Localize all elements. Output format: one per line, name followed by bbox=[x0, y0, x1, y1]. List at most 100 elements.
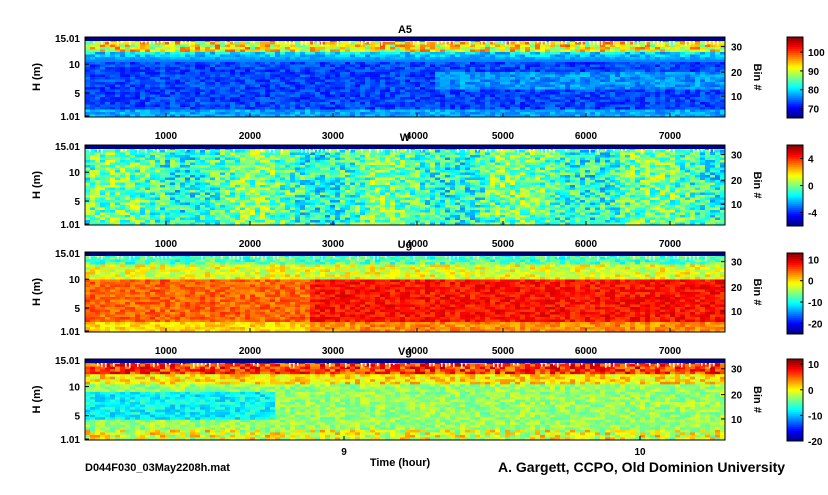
heatmap-cell bbox=[660, 92, 665, 95]
heatmap-cell bbox=[200, 65, 205, 68]
heatmap-cell bbox=[195, 82, 200, 85]
heatmap-cell bbox=[570, 100, 575, 103]
heatmap-cell bbox=[370, 62, 375, 65]
heatmap-cell bbox=[690, 65, 695, 68]
heatmap-cell bbox=[690, 97, 695, 100]
heatmap-cell bbox=[470, 65, 475, 68]
heatmap-cell bbox=[370, 102, 375, 105]
heatmap-cell bbox=[585, 77, 590, 80]
heatmap-cell bbox=[345, 62, 350, 65]
heatmap-cell bbox=[170, 82, 175, 85]
heatmap-cell bbox=[440, 90, 445, 93]
heatmap-cell bbox=[385, 65, 390, 68]
heatmap-cell bbox=[655, 80, 660, 83]
heatmap-cell bbox=[660, 102, 665, 105]
heatmap-cell bbox=[225, 67, 230, 70]
heatmap-cell bbox=[335, 55, 340, 58]
heatmap-cell bbox=[205, 80, 210, 83]
heatmap-cell bbox=[685, 62, 690, 65]
heatmap-cell bbox=[450, 87, 455, 90]
colorbar-tick-label: 70 bbox=[808, 105, 820, 116]
heatmap-cell bbox=[440, 57, 445, 60]
heatmap-cell bbox=[510, 67, 515, 70]
heatmap-cell bbox=[670, 107, 675, 110]
surface-gap bbox=[181, 41, 183, 44]
heatmap-cell bbox=[360, 80, 365, 83]
heatmap-cell bbox=[495, 47, 500, 50]
heatmap-cell bbox=[580, 153, 585, 156]
heatmap-cell bbox=[90, 47, 95, 50]
heatmap-cell bbox=[230, 80, 235, 83]
heatmap-cell bbox=[155, 97, 160, 100]
heatmap-cell bbox=[240, 150, 245, 153]
heatmap-cell bbox=[185, 77, 190, 80]
heatmap-cell bbox=[685, 92, 690, 95]
heatmap-cell bbox=[665, 97, 670, 100]
heatmap-cell bbox=[615, 72, 620, 75]
heatmap-cell bbox=[395, 110, 400, 113]
heatmap-cell bbox=[475, 52, 480, 55]
heatmap-cell bbox=[180, 52, 185, 55]
heatmap-cell bbox=[450, 102, 455, 105]
heatmap-cell bbox=[610, 47, 615, 50]
heatmap-cell bbox=[505, 102, 510, 105]
heatmap-cell bbox=[645, 80, 650, 83]
heatmap-cell bbox=[670, 110, 675, 113]
heatmap-cell bbox=[335, 50, 340, 53]
heatmap-cell bbox=[625, 65, 630, 68]
heatmap-cell bbox=[255, 150, 260, 153]
heatmap-cell bbox=[505, 95, 510, 98]
heatmap-cell bbox=[140, 92, 145, 95]
heatmap-cell bbox=[85, 90, 90, 93]
heatmap-cell bbox=[635, 82, 640, 85]
heatmap-cell bbox=[250, 67, 255, 70]
heatmap-cell bbox=[525, 77, 530, 80]
heatmap-cell bbox=[245, 82, 250, 85]
heatmap-cell bbox=[705, 153, 710, 156]
heatmap-cell bbox=[360, 42, 365, 45]
heatmap-cell bbox=[630, 105, 635, 108]
heatmap-cell bbox=[490, 105, 495, 108]
heatmap-cell bbox=[350, 45, 355, 48]
heatmap-cell bbox=[525, 47, 530, 50]
heatmap-cell bbox=[285, 100, 290, 103]
heatmap-cell bbox=[635, 90, 640, 93]
heatmap-cell bbox=[335, 112, 340, 115]
heatmap-cell bbox=[510, 85, 515, 88]
heatmap-cell bbox=[315, 92, 320, 95]
surface-gap bbox=[225, 41, 227, 45]
heatmap-cell bbox=[150, 55, 155, 58]
heatmap-cell bbox=[520, 153, 525, 156]
heatmap-cell bbox=[575, 95, 580, 98]
heatmap-cell bbox=[205, 77, 210, 80]
heatmap-cell bbox=[645, 52, 650, 55]
heatmap-cell bbox=[610, 80, 615, 83]
heatmap-cell bbox=[515, 85, 520, 88]
heatmap-cell bbox=[145, 105, 150, 108]
heatmap-cell bbox=[520, 77, 525, 80]
heatmap-cell bbox=[585, 72, 590, 75]
heatmap-cell bbox=[220, 87, 225, 90]
heatmap-cell bbox=[140, 45, 145, 48]
heatmap-cell bbox=[315, 50, 320, 53]
heatmap-cell bbox=[655, 100, 660, 103]
heatmap-cell bbox=[715, 87, 720, 90]
heatmap-cell bbox=[675, 90, 680, 93]
heatmap-cell bbox=[450, 82, 455, 85]
heatmap-cell bbox=[215, 158, 220, 161]
heatmap-cell bbox=[375, 62, 380, 65]
surface-gap bbox=[417, 41, 419, 45]
heatmap-cell bbox=[235, 102, 240, 105]
heatmap-cell bbox=[685, 50, 690, 53]
heatmap-cell bbox=[160, 110, 165, 113]
heatmap-cell bbox=[650, 97, 655, 100]
heatmap-cell bbox=[610, 42, 615, 45]
heatmap-cell bbox=[155, 52, 160, 55]
heatmap-cell bbox=[505, 107, 510, 110]
heatmap-cell bbox=[515, 55, 520, 58]
heatmap-cell bbox=[165, 62, 170, 65]
heatmap-cell bbox=[650, 100, 655, 103]
heatmap-cell bbox=[220, 47, 225, 50]
heatmap-cell bbox=[200, 92, 205, 95]
heatmap-cell bbox=[700, 72, 705, 75]
